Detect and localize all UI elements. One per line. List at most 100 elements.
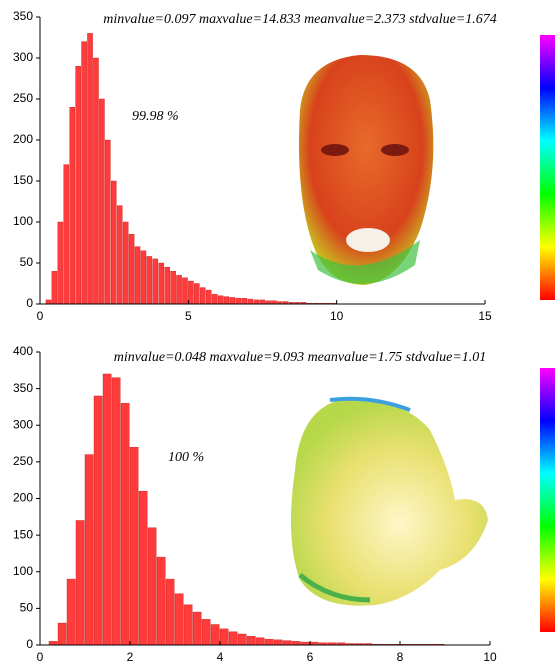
bar — [188, 281, 193, 304]
bar — [175, 594, 183, 645]
y-tick-label: 100 — [13, 564, 33, 578]
y-tick-label: 50 — [20, 601, 34, 615]
y-tick-label: 0 — [26, 296, 33, 310]
bar — [274, 640, 282, 645]
y-tick-label: 250 — [13, 91, 33, 105]
bar — [159, 263, 164, 304]
y-tick-label: 200 — [13, 491, 33, 505]
bar — [229, 632, 237, 645]
bar — [166, 579, 174, 645]
figure: 050100150200250300350051015minvalue=0.09… — [0, 0, 558, 668]
bar — [224, 297, 229, 304]
bar — [194, 284, 199, 305]
bar — [260, 300, 265, 304]
bar — [64, 165, 69, 304]
bar — [247, 636, 255, 645]
bar — [211, 624, 219, 645]
bar — [153, 259, 158, 304]
bar — [141, 251, 146, 304]
bar — [129, 234, 134, 304]
bar — [202, 619, 210, 645]
y-tick-label: 350 — [13, 381, 33, 395]
bar — [148, 528, 156, 645]
annotation: minvalue=0.097 maxvalue=14.833 meanvalue… — [103, 12, 497, 27]
x-tick-label: 0 — [37, 309, 44, 323]
x-tick-label: 2 — [127, 650, 134, 664]
bar — [248, 299, 253, 304]
x-tick-label: 10 — [483, 650, 497, 664]
bar — [87, 33, 92, 304]
x-tick-label: 15 — [478, 309, 492, 323]
y-tick-label: 150 — [13, 173, 33, 187]
bar — [46, 300, 51, 304]
bar — [157, 557, 165, 645]
x-tick-label: 8 — [397, 650, 404, 664]
annotation: minvalue=0.048 maxvalue=9.093 meanvalue=… — [114, 350, 487, 365]
bar — [265, 639, 273, 645]
bar — [117, 206, 122, 304]
y-tick-label: 400 — [13, 344, 33, 358]
bar — [76, 66, 81, 304]
bar — [230, 297, 235, 304]
bar — [105, 140, 110, 304]
bar — [193, 612, 201, 645]
y-tick-label: 200 — [13, 132, 33, 146]
x-tick-label: 4 — [217, 650, 224, 664]
x-tick-label: 10 — [330, 309, 344, 323]
bar — [236, 298, 241, 304]
y-tick-label: 0 — [26, 637, 33, 651]
colorbar-top — [540, 35, 555, 300]
bar — [85, 455, 93, 645]
y-tick-label: 300 — [13, 417, 33, 431]
bar — [292, 641, 300, 645]
bar — [283, 641, 291, 645]
bar — [135, 247, 140, 304]
face-image-bottom — [291, 399, 488, 606]
y-tick-label: 300 — [13, 50, 33, 64]
annotation: 100 % — [168, 450, 204, 465]
colorbar-bottom — [540, 368, 555, 632]
bar — [52, 271, 57, 304]
bar — [93, 58, 98, 304]
y-tick-label: 250 — [13, 454, 33, 468]
bar — [67, 579, 75, 645]
bar — [242, 298, 247, 304]
bar — [121, 403, 129, 645]
bar — [70, 107, 75, 304]
y-tick-label: 150 — [13, 527, 33, 541]
bar — [103, 374, 111, 645]
x-tick-label: 0 — [37, 650, 44, 664]
bar — [130, 447, 138, 645]
bar — [200, 288, 205, 304]
bar — [176, 275, 181, 304]
bar — [82, 42, 87, 304]
bar — [58, 222, 63, 304]
bar — [212, 294, 217, 304]
bar — [139, 491, 147, 645]
bar — [99, 99, 104, 304]
annotation: 99.98 % — [132, 109, 179, 124]
bar — [165, 267, 170, 304]
bar — [111, 181, 116, 304]
bar — [123, 222, 128, 304]
bar — [254, 300, 259, 304]
bar — [49, 641, 57, 645]
bar — [218, 296, 223, 304]
bar — [206, 290, 211, 304]
y-tick-label: 100 — [13, 214, 33, 228]
bar — [94, 396, 102, 645]
x-tick-label: 5 — [185, 309, 192, 323]
bar — [220, 629, 228, 645]
face-image-top — [299, 55, 433, 285]
bar — [182, 278, 187, 304]
bar — [76, 520, 84, 645]
y-tick-label: 50 — [20, 255, 34, 269]
bar — [58, 623, 66, 645]
bar — [171, 271, 176, 304]
y-tick-label: 350 — [13, 9, 33, 23]
bar — [238, 634, 246, 645]
bar — [112, 378, 120, 645]
bar — [184, 605, 192, 645]
bar — [256, 638, 264, 645]
bar — [147, 256, 152, 304]
